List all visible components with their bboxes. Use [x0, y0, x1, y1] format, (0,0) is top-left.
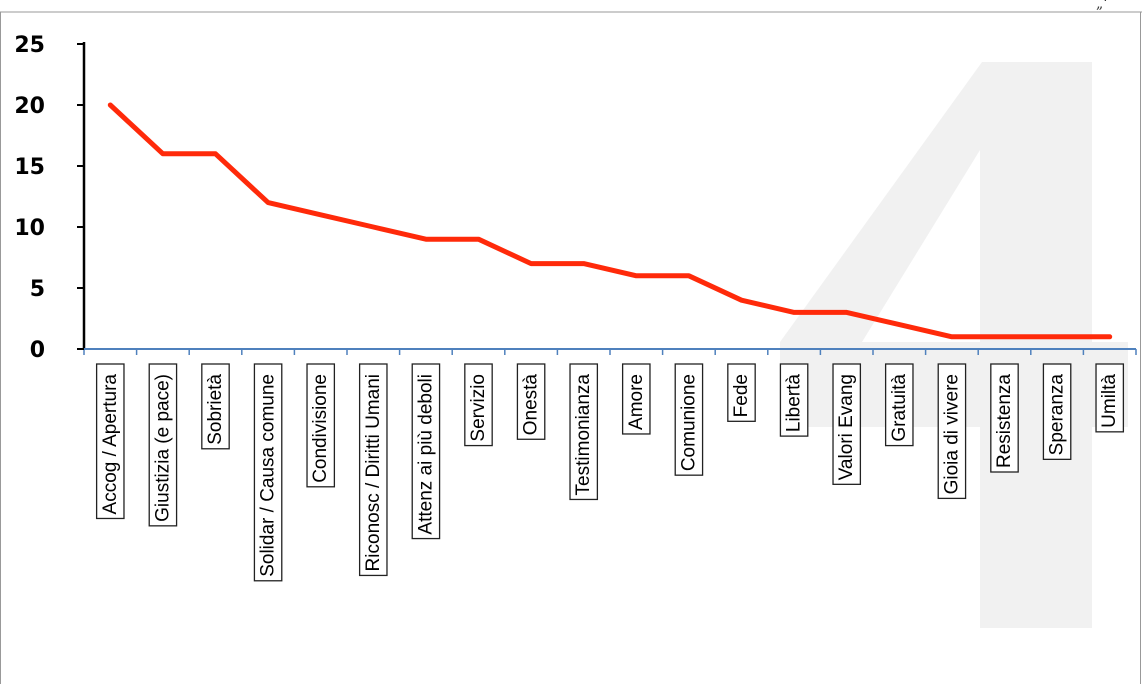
x-category-label-group: Solidar / Causa comune [253, 363, 283, 582]
x-category-label-group: Resistenza [990, 363, 1019, 473]
data-point [161, 152, 165, 155]
x-category-label-group: Speranza [1042, 363, 1072, 460]
x-category-label-box [95, 363, 125, 520]
series-line [107, 102, 1113, 340]
x-category-label: Gioia di vivere [941, 374, 962, 494]
y-tick-labels: 0 5 10 15 20 25 [14, 33, 45, 363]
x-category-label: Sobrietà [205, 374, 226, 445]
x-category-label-group: Amore [621, 363, 651, 435]
x-category-label-box [832, 363, 862, 485]
x-category-label-group: Fede [727, 363, 756, 422]
y-tick-label: 5 [30, 277, 45, 302]
data-point [792, 311, 796, 314]
x-category-label-box [674, 363, 704, 476]
x-category-label: Servizio [468, 374, 489, 442]
x-category-label-box [779, 363, 809, 437]
data-point [740, 299, 743, 302]
x-category-label-group: Condivisione [306, 363, 336, 488]
x-category-label: Solidar / Causa comune [258, 374, 279, 577]
x-category-label-group: Libertà [779, 363, 809, 437]
data-point [635, 274, 638, 277]
data-point [1003, 335, 1006, 338]
data-point [372, 225, 375, 229]
x-category-label-group: Giustizia (e pace) [148, 363, 178, 527]
x-category-label: Gratuità [889, 374, 910, 442]
x-category-label-group: Accog / Apertura [95, 363, 125, 520]
data-point [214, 152, 217, 155]
x-category-label-box [201, 363, 230, 450]
x-category-label-box [253, 363, 283, 582]
x-category-label: Valori Evang [836, 374, 857, 480]
y-tick-label: 20 [14, 94, 45, 119]
x-category-label-box [621, 363, 651, 435]
x-category-label: Accog / Apertura [100, 374, 121, 515]
x-category-label-box [411, 363, 441, 540]
data-point [319, 213, 322, 216]
x-category-label: Onestà [521, 374, 542, 436]
data-point [266, 201, 270, 204]
x-category-label: Amore [626, 374, 647, 430]
x-category-label: Condivisione [310, 374, 331, 483]
x-category-label: Giustizia (e pace) [152, 374, 173, 522]
y-tick-label: 15 [14, 155, 45, 180]
x-category-label: Comunione [678, 374, 699, 471]
x-category-label-box [727, 363, 756, 422]
x-category-label-box [990, 363, 1019, 473]
x-category-label-group: Attenz ai più deboli [411, 363, 441, 540]
data-point [582, 262, 585, 265]
watermark-four-hole [862, 150, 980, 342]
x-category-label-group: Comunione [674, 363, 704, 476]
x-category-labels: Accog / Apertura Giustizia (e pace) Sobrie… [95, 363, 1125, 582]
x-category-label-group: Umiltà [1095, 363, 1125, 433]
corner-mark: „‘ [1096, 0, 1108, 12]
data-point [1055, 335, 1059, 338]
x-category-label-box [1042, 363, 1072, 460]
data-point [424, 238, 428, 241]
x-category-label-box [1095, 363, 1125, 433]
x-category-label-group: Onestà [516, 363, 546, 440]
y-tick-label: 0 [30, 338, 45, 363]
x-category-label-group: Gratuità [884, 363, 914, 447]
x-category-label: Attenz ai più deboli [415, 374, 436, 535]
watermark-four-shape [780, 62, 1128, 628]
data-point [1108, 335, 1111, 338]
x-category-label-box [306, 363, 336, 488]
x-category-label-box [569, 363, 599, 501]
x-category-label-group: Servizio [464, 363, 493, 447]
data-point [845, 311, 848, 314]
x-category-label: Testimonianza [573, 374, 594, 496]
x-category-label-group: Riconosc / Diritti Umani [358, 363, 388, 577]
x-category-label: Speranza [1047, 374, 1068, 456]
y-tick-label: 10 [14, 216, 45, 241]
x-category-label: Libertà [784, 374, 805, 433]
y-tick-label: 25 [14, 33, 45, 58]
data-point [687, 274, 691, 277]
x-category-label: Fede [731, 374, 752, 417]
x-category-label-group: Valori Evang [832, 363, 862, 485]
x-category-label-box [148, 363, 178, 527]
data-point [109, 103, 112, 107]
x-category-label-box [464, 363, 493, 447]
x-category-label-box [884, 363, 914, 447]
data-point [898, 323, 901, 326]
x-category-label-group: Gioia di vivere [937, 363, 967, 500]
x-category-label: Resistenza [994, 374, 1015, 468]
series-group [107, 102, 1113, 340]
x-category-label-box [516, 363, 546, 440]
x-category-label-group: Sobrietà [201, 363, 230, 450]
x-category-label: Umiltà [1099, 374, 1120, 428]
data-point [950, 335, 954, 338]
x-category-label-box [937, 363, 967, 500]
x-category-label: Riconosc / Diritti Umani [363, 374, 384, 571]
axes-group [77, 42, 1137, 355]
x-category-label-group: Testimonianza [569, 363, 599, 501]
data-point [529, 262, 533, 265]
x-category-label-box [358, 363, 388, 577]
data-point [477, 238, 480, 241]
